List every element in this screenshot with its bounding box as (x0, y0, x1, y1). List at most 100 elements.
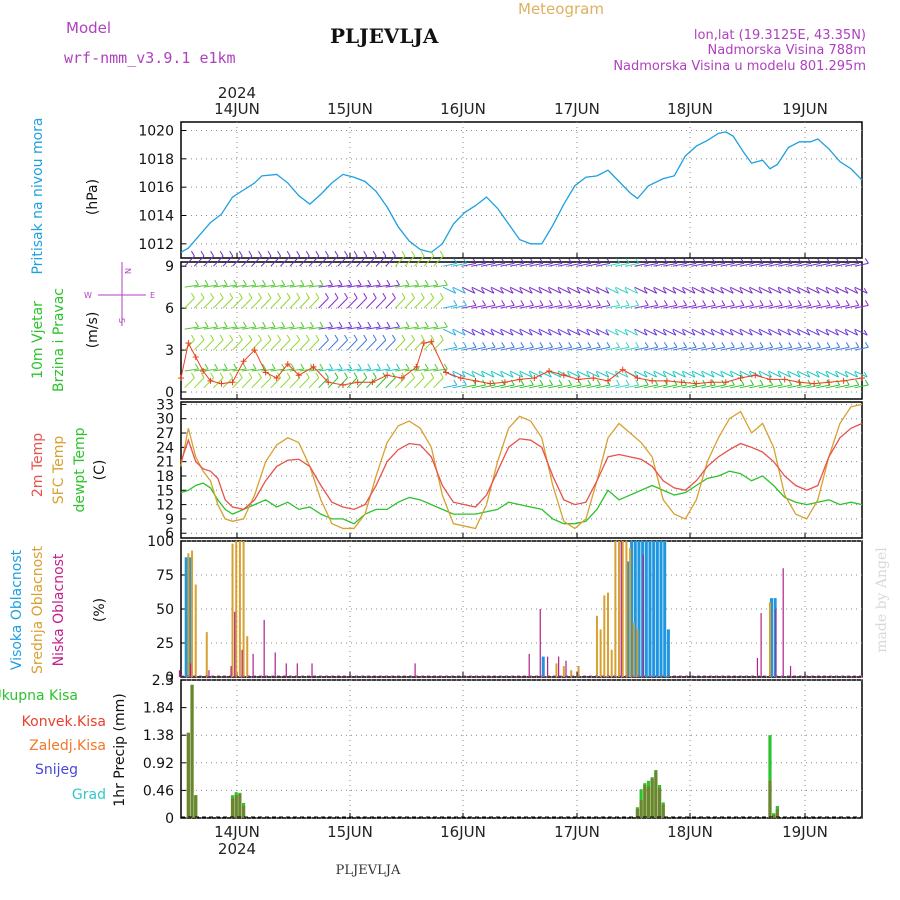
wind-barb (490, 328, 504, 336)
wind-barb-flag (411, 334, 415, 341)
wind-barb-flag (625, 258, 630, 264)
wind-barb-flag (386, 279, 391, 286)
wind-barb (509, 384, 524, 389)
wind-barb (500, 384, 515, 389)
wind-barb-flag (826, 300, 831, 306)
wind-barb-flag (826, 342, 831, 348)
wind-barb (280, 326, 295, 330)
precip-convective-bar (775, 809, 779, 818)
wind-barb (442, 328, 456, 336)
wind-barb (213, 368, 228, 372)
precip-ytick-label: 1.84 (143, 701, 174, 717)
wind-barb-flag (223, 363, 228, 370)
wind-barb-flag (271, 321, 276, 328)
wind-barb (193, 297, 205, 309)
wind-barb (337, 297, 348, 309)
wind-barb (318, 284, 333, 288)
wind-barb-flag (692, 300, 697, 306)
wind-barb-flag (267, 334, 272, 341)
wind-barb-flag (233, 321, 238, 328)
wind-barb-flag (750, 300, 754, 306)
compass-rose: W E N S (84, 262, 155, 326)
wind-barb-flag (683, 342, 687, 348)
wind-barb (682, 384, 697, 389)
wind-barb (452, 262, 467, 267)
wind-barb (749, 384, 764, 389)
pressure-series-line (180, 131, 863, 254)
wind-barb (414, 339, 425, 351)
wind-barb-flag (730, 300, 735, 306)
wind-barb-flag (229, 250, 234, 257)
wind-barb-flag (711, 258, 716, 264)
wind-barb (423, 284, 438, 288)
wind-barb (289, 297, 301, 309)
wind-barb (844, 328, 858, 336)
compass-west: W (84, 291, 92, 300)
cloud-bar (230, 666, 232, 677)
wind-barb (777, 304, 792, 309)
wind-barb-flag (258, 250, 262, 257)
wind-barb-flag (567, 371, 571, 378)
wind-barb-flag (401, 292, 406, 299)
precip-convective-bar (661, 804, 665, 818)
precip-convective-bar (230, 798, 235, 818)
wind-barb (260, 255, 272, 267)
wind-barb-flag (519, 329, 524, 336)
wind-barb-flag (258, 334, 262, 341)
wind-barb (203, 297, 214, 309)
wind-barb (471, 370, 485, 378)
wind-barb (242, 326, 257, 330)
wind-barb-flag (233, 279, 238, 286)
wind-barb (490, 304, 505, 309)
wind-barb (309, 326, 324, 330)
wind-barb-flag (329, 321, 333, 328)
wind-barb (509, 262, 524, 267)
wind-barb-flag (635, 258, 640, 264)
wind-barb (663, 346, 678, 351)
wind-barb (844, 286, 858, 294)
temperature-series-line (180, 470, 863, 525)
wind-barb-flag (315, 250, 320, 257)
wind-barb (624, 346, 639, 351)
wind-barb (442, 346, 457, 351)
wind-barb (586, 286, 600, 294)
wind-barb (806, 286, 820, 294)
wind-barb-flag (372, 292, 377, 299)
wind-barb (557, 346, 572, 351)
wind-barb (538, 286, 552, 294)
wind-barb-flag (424, 321, 429, 328)
wind-barb-flag (624, 371, 629, 378)
wind-barb (605, 370, 619, 378)
wind-barb (490, 384, 505, 389)
wind-barb-flag (262, 363, 266, 370)
wind-barb (653, 262, 668, 267)
top-day-label: 15JUN (327, 100, 373, 118)
wind-barb-flag (210, 250, 215, 257)
wind-barb (251, 284, 266, 288)
wind-barb-flag (702, 258, 707, 264)
wind-barb-flag (490, 329, 495, 336)
wind-barb (404, 339, 415, 351)
wind-barb (624, 262, 639, 267)
compass-north: N (123, 268, 132, 274)
wind-barb-flag (815, 371, 820, 378)
wind-barb (663, 304, 678, 309)
wind-barb (261, 368, 276, 372)
wind-barb-flag (501, 342, 506, 348)
wind-barb-flag (768, 287, 772, 294)
wind-barb (701, 346, 716, 351)
cloud-bar (756, 657, 759, 677)
wind-barb (327, 339, 339, 351)
wind-barb-flag (309, 279, 314, 286)
wind-barb-flag (549, 379, 553, 386)
wind-barb (337, 368, 352, 372)
wind-barb-flag (219, 250, 224, 257)
wind-barb (375, 377, 387, 389)
wind-barb-flag (654, 342, 659, 348)
wind-barb (376, 368, 391, 372)
wind-barb (710, 370, 724, 378)
wind-barb (356, 339, 368, 351)
wind-barb-flag (439, 334, 444, 341)
wind-barb (825, 328, 839, 336)
